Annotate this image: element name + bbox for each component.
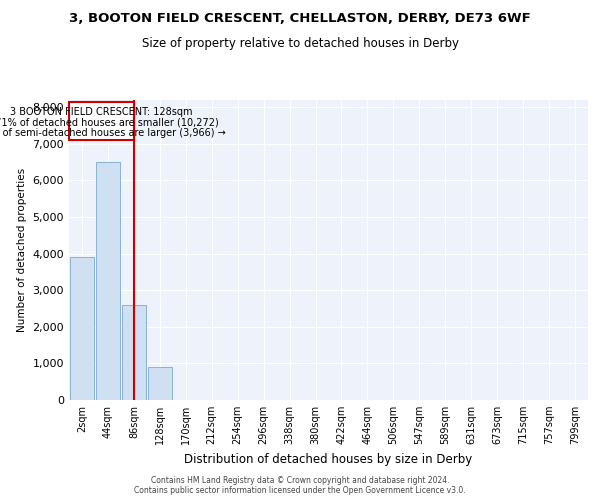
Text: Size of property relative to detached houses in Derby: Size of property relative to detached ho… [142,38,458,51]
Text: Contains HM Land Registry data © Crown copyright and database right 2024.
Contai: Contains HM Land Registry data © Crown c… [134,476,466,495]
X-axis label: Distribution of detached houses by size in Derby: Distribution of detached houses by size … [184,452,473,466]
Bar [96,162,120,400]
Y-axis label: Number of detached properties: Number of detached properties [17,168,27,332]
Text: ← 71% of detached houses are smaller (10,272): ← 71% of detached houses are smaller (10… [0,117,219,127]
Bar [122,305,146,400]
Bar [148,367,172,400]
FancyBboxPatch shape [69,102,134,140]
Bar [70,258,94,400]
Text: 3, BOOTON FIELD CRESCENT, CHELLASTON, DERBY, DE73 6WF: 3, BOOTON FIELD CRESCENT, CHELLASTON, DE… [69,12,531,26]
Text: 28% of semi-detached houses are larger (3,966) →: 28% of semi-detached houses are larger (… [0,128,226,138]
Text: 3 BOOTON FIELD CRESCENT: 128sqm: 3 BOOTON FIELD CRESCENT: 128sqm [10,106,193,117]
